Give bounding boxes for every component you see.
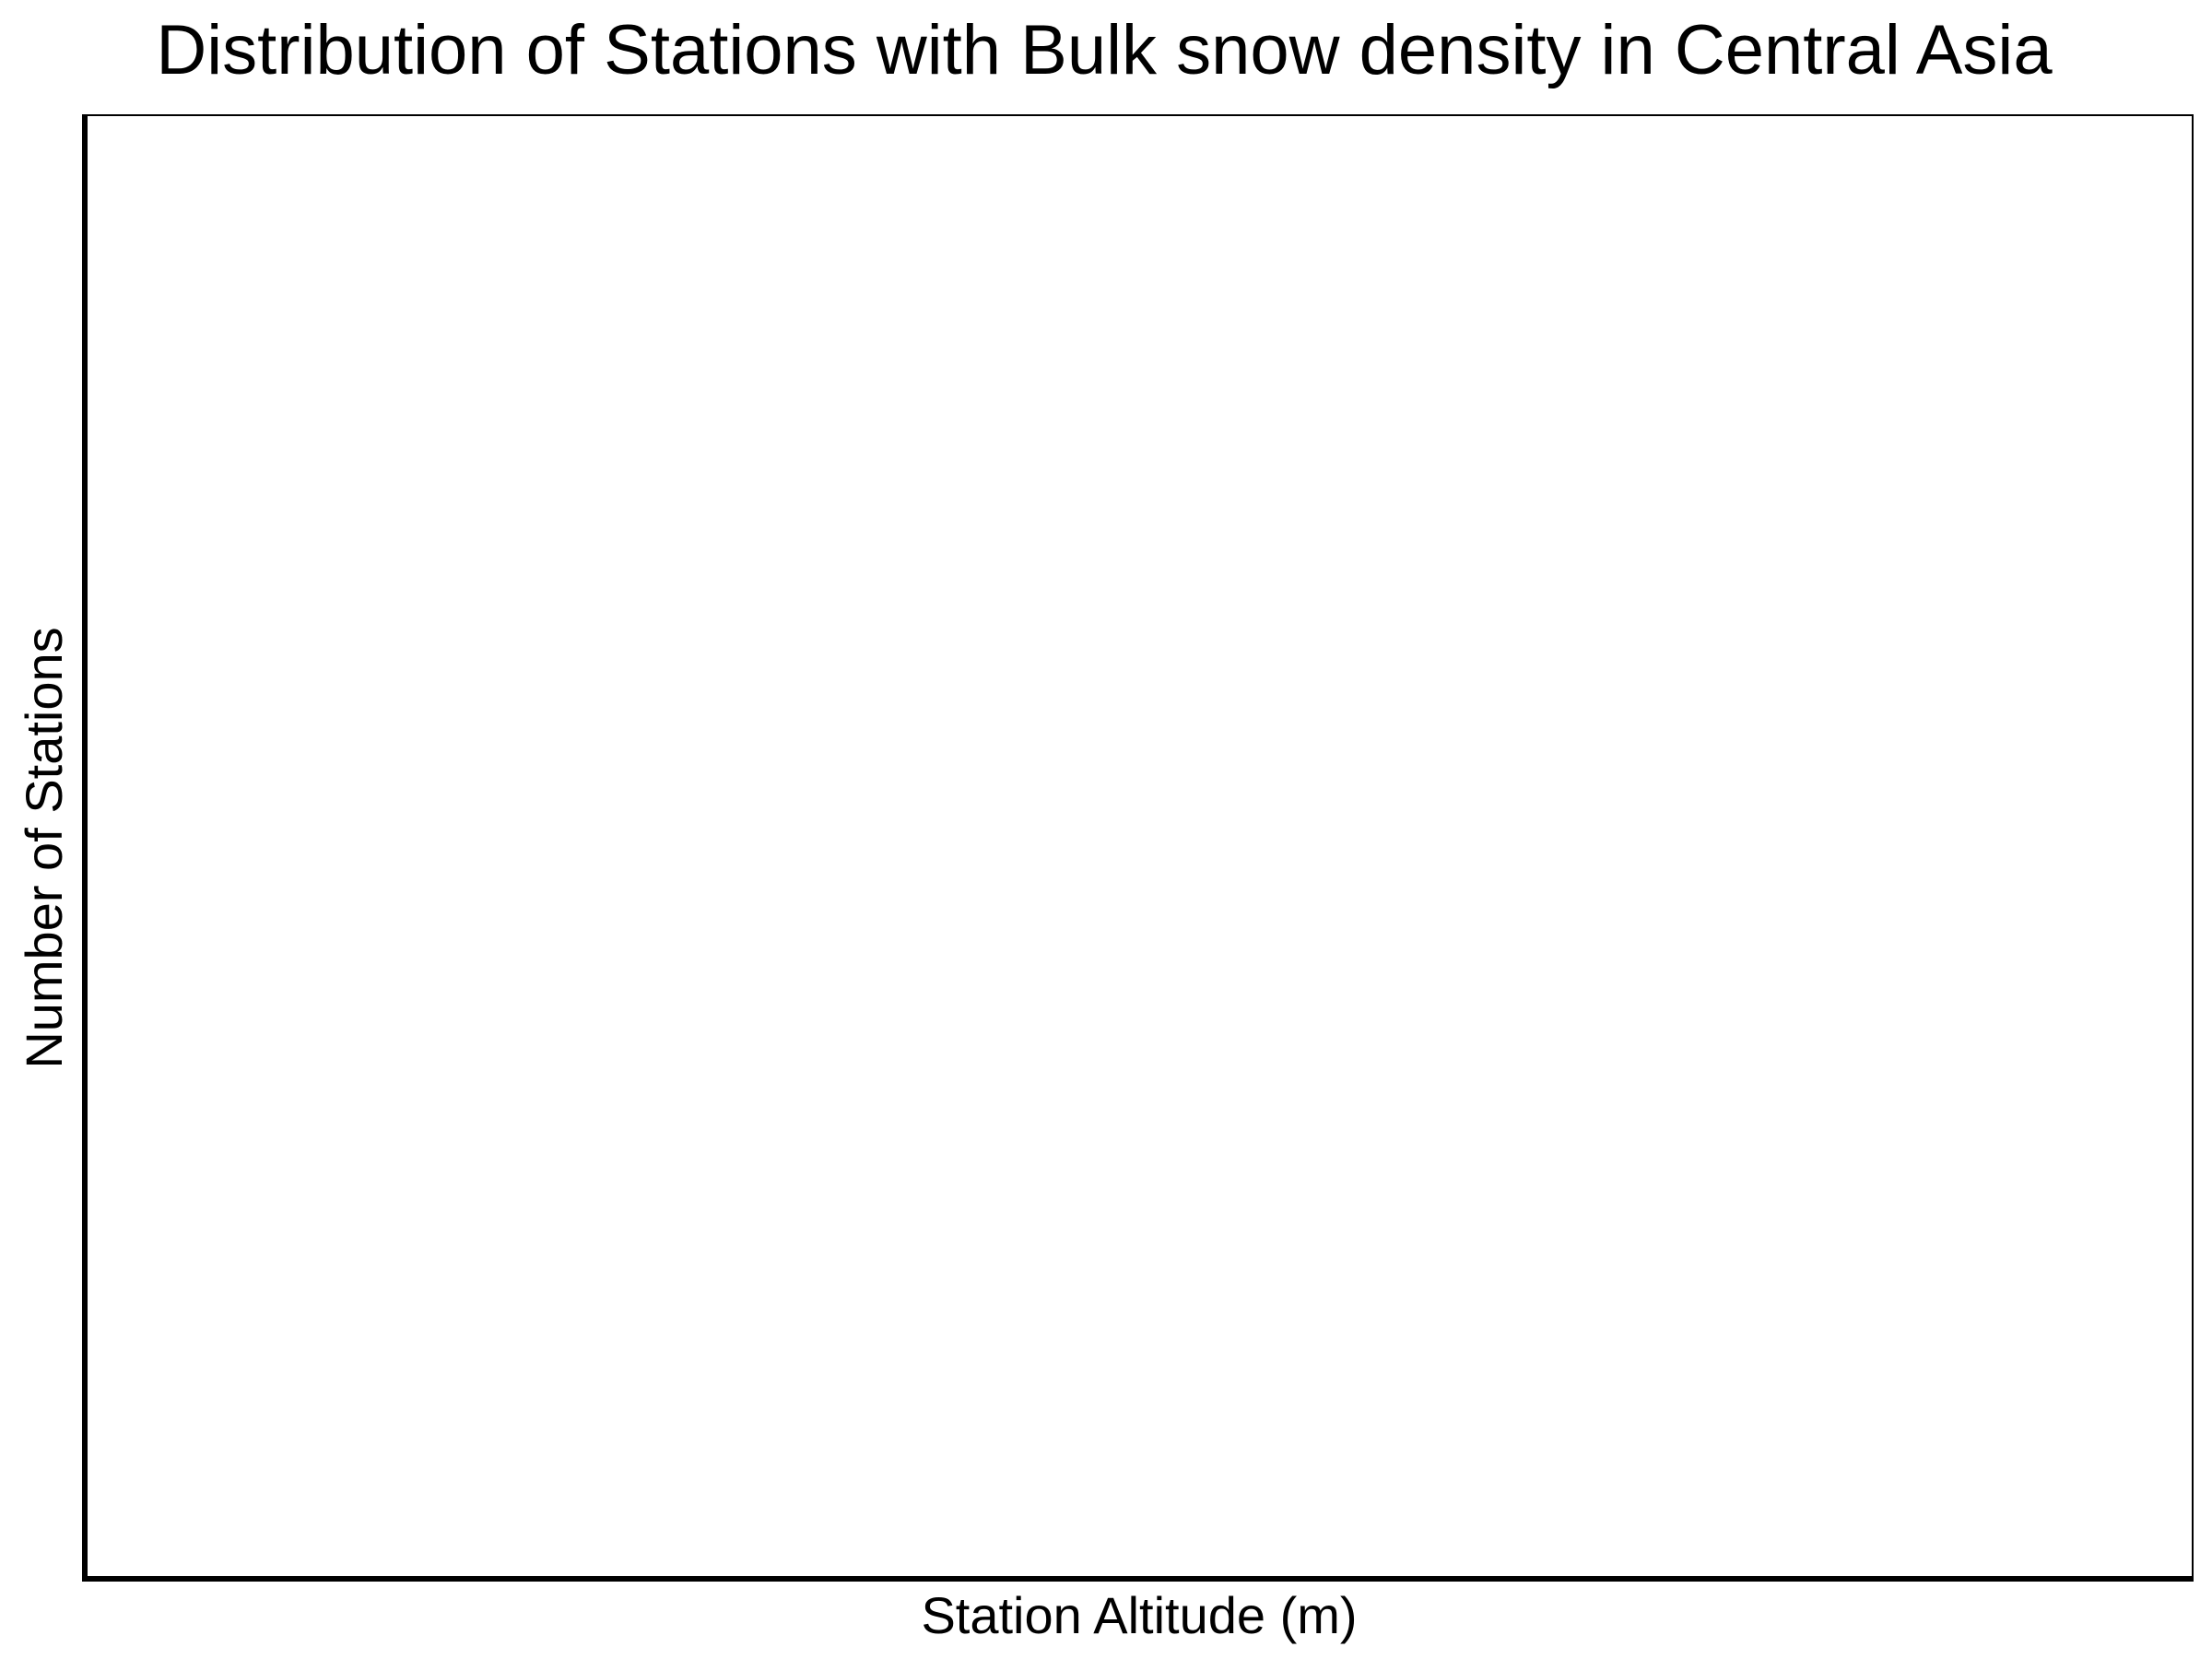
chart-title: Distribution of Stations with Bulk snow … — [156, 11, 2053, 89]
x-axis-line — [82, 1576, 2194, 1582]
y-axis-line — [82, 114, 88, 1582]
plot-area — [85, 114, 2194, 1582]
x-axis-label: Station Altitude (m) — [921, 1586, 1358, 1644]
y-axis-label: Number of Stations — [15, 627, 73, 1069]
